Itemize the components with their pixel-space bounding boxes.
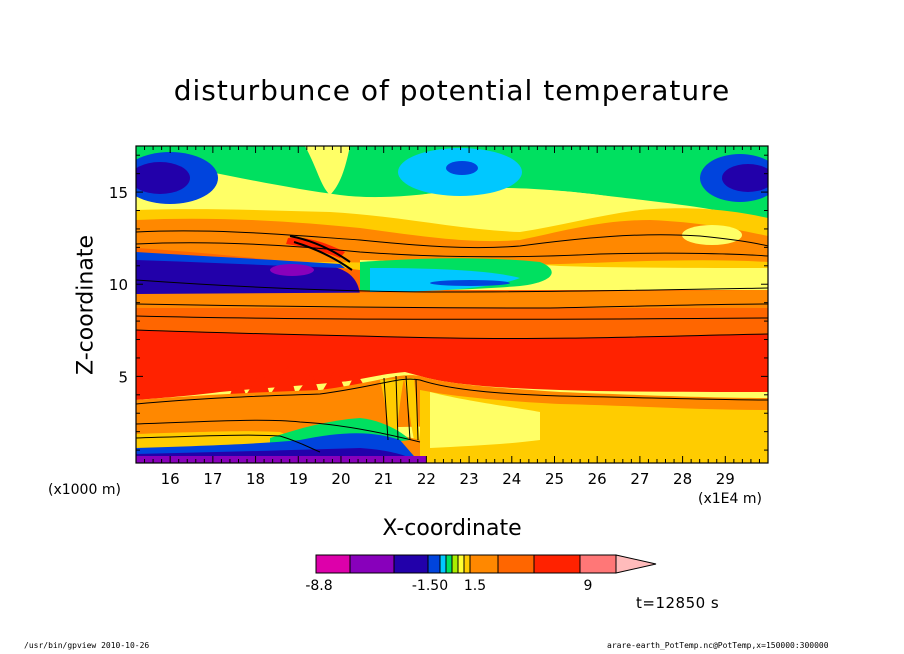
colorbar-segment <box>451 554 459 574</box>
x-tick-label: 27 <box>630 470 649 488</box>
colorbar-label-max: 9 <box>583 578 593 594</box>
x-tick-label: 21 <box>374 470 393 488</box>
contour-lines <box>136 230 768 453</box>
x-tick-label: 18 <box>246 470 265 488</box>
colorbar-label-min: -8.8 <box>305 578 333 594</box>
x-axis-label: X-coordinate <box>382 516 522 541</box>
right-swirl <box>682 225 742 245</box>
red-band <box>136 330 768 400</box>
x-tick-label: 24 <box>502 470 521 488</box>
chart-title: disturbunce of potential temperature <box>173 74 731 107</box>
colorbar <box>315 554 657 574</box>
vortex-right-inner <box>722 164 768 192</box>
x-axis-ticks <box>144 146 769 463</box>
colorbar-segment <box>469 554 499 574</box>
time-label: t=12850 s <box>636 594 720 612</box>
colorbar-segment <box>533 554 581 574</box>
colorbar-label-pos: 1.5 <box>463 578 487 594</box>
colorbar-segment <box>579 554 617 574</box>
x-axis-tick-labels: 16 17 18 19 20 21 22 23 24 25 26 27 28 29 <box>161 470 735 488</box>
colorbar-segment <box>463 554 471 574</box>
x-tick-label: 19 <box>289 470 308 488</box>
contour-field <box>136 146 768 463</box>
top-yellow-tongue <box>305 146 350 195</box>
tropopause-blue-thin <box>430 280 510 286</box>
y-tick-label: 10 <box>109 276 128 294</box>
footer-right: arare-earth_PotTemp.nc@PotTemp,x=150000:… <box>607 641 829 650</box>
footer-left: /usr/bin/gpview 2010-10-26 <box>24 641 150 650</box>
colorbar-label-neg: -1.50 <box>411 578 449 594</box>
tropopause-cyan <box>370 268 520 292</box>
x-tick-label: 22 <box>417 470 436 488</box>
x-unit-right: (x1E4 m) <box>698 491 762 507</box>
x-tick-label: 26 <box>588 470 607 488</box>
x-tick-label: 29 <box>716 470 735 488</box>
vortex-cyan-core <box>446 161 478 175</box>
convective-columns <box>380 378 420 440</box>
y-axis-label: Z-coordinate <box>73 235 99 375</box>
colorbar-segment <box>349 554 395 574</box>
x-tick-label: 17 <box>203 470 222 488</box>
x-tick-label: 23 <box>460 470 479 488</box>
colorbar-arrow <box>615 554 657 574</box>
colorbar-segment <box>497 554 535 574</box>
colorbar-segment <box>439 554 447 574</box>
tropopause-violet-core <box>270 264 314 276</box>
vortex-left-inner <box>136 162 190 194</box>
x-tick-label: 25 <box>545 470 564 488</box>
tropopause-blue-rim <box>136 252 345 268</box>
y-axis-tick-labels: 5 10 15 <box>109 184 128 386</box>
colorbar-segment <box>457 554 465 574</box>
lower-light-yellow <box>430 392 540 448</box>
x-tick-label: 16 <box>161 470 180 488</box>
y-tick-label: 15 <box>109 184 128 202</box>
colorbar-segment <box>427 554 441 574</box>
x-tick-label: 28 <box>673 470 692 488</box>
red-spikes <box>230 366 368 395</box>
tropopause-orange-below <box>136 290 768 310</box>
x-tick-label: 20 <box>331 470 350 488</box>
y-axis-ticks <box>136 154 768 451</box>
y-tick-label: 5 <box>118 368 128 386</box>
x-unit-left: (x1000 m) <box>48 482 121 498</box>
colorbar-segment <box>445 554 453 574</box>
colorbar-segment <box>315 554 351 574</box>
colorbar-segment <box>393 554 429 574</box>
